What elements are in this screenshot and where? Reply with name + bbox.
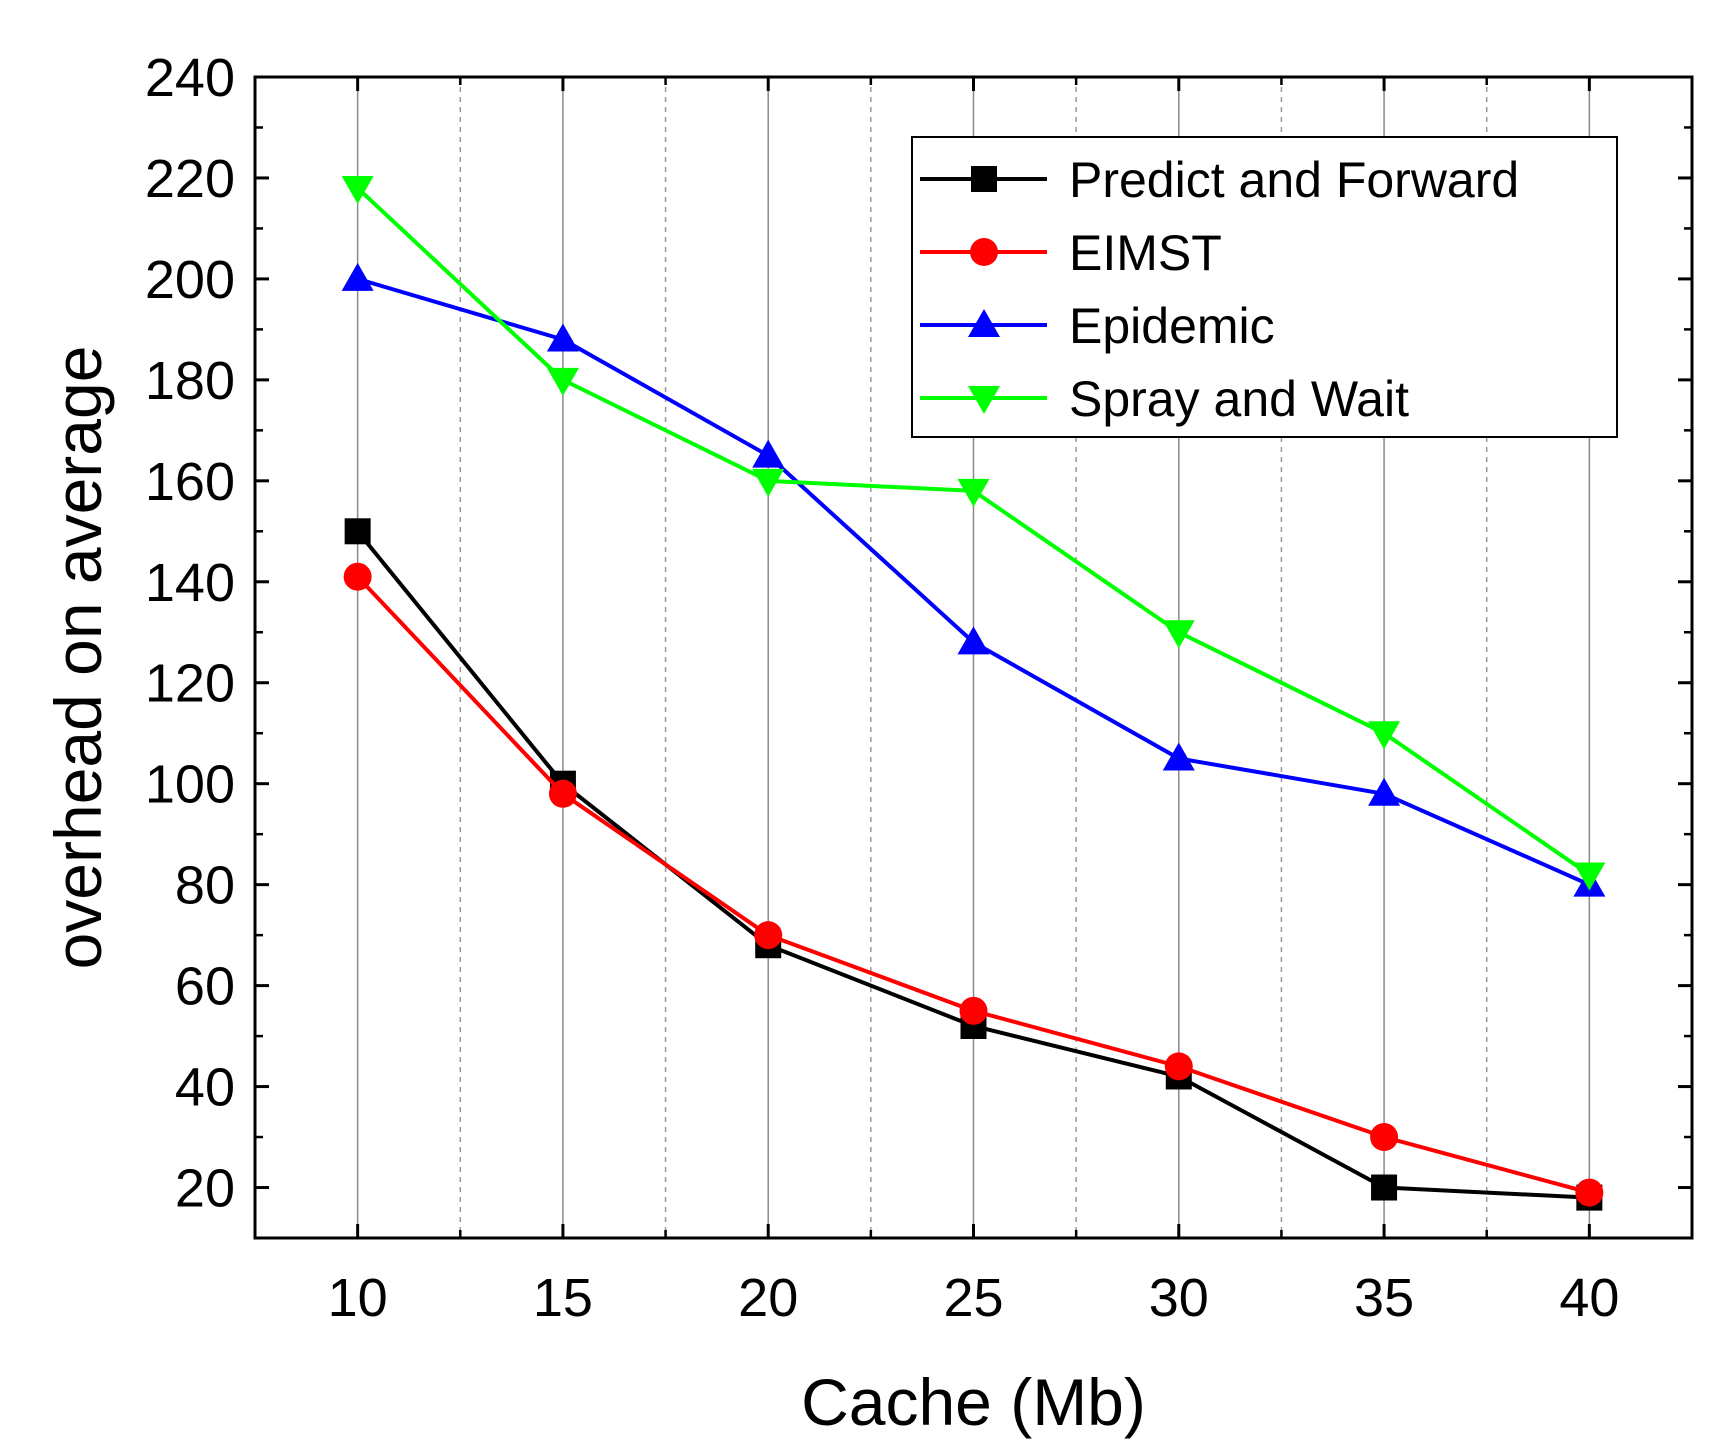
- legend-label: Epidemic: [1069, 298, 1275, 354]
- data-point: [546, 323, 579, 352]
- x-axis-title: Cache (Mb): [801, 1365, 1146, 1439]
- data-point: [1164, 1052, 1193, 1081]
- y-tick-label: 140: [145, 553, 235, 613]
- legend-label: Spray and Wait: [1069, 371, 1409, 427]
- data-point: [341, 262, 374, 291]
- legend-label: Predict and Forward: [1069, 152, 1519, 208]
- data-point: [1371, 1174, 1398, 1201]
- x-tick-label: 40: [1559, 1268, 1619, 1328]
- legend-item: EIMST: [920, 225, 1222, 281]
- legend-swatch-marker: [968, 386, 1000, 414]
- data-point: [341, 176, 374, 205]
- data-point: [957, 478, 990, 507]
- y-tick-label: 160: [145, 452, 235, 512]
- data-point: [957, 626, 990, 655]
- data-point: [546, 367, 579, 396]
- data-point: [1368, 777, 1401, 806]
- y-tick-label: 20: [175, 1159, 235, 1219]
- legend-item: Predict and Forward: [920, 152, 1519, 208]
- data-point: [343, 562, 372, 591]
- legend-swatch-marker: [971, 166, 997, 192]
- data-point: [344, 518, 371, 545]
- y-tick-label: 200: [145, 250, 235, 310]
- legend-label: EIMST: [1069, 225, 1222, 281]
- legend-swatch-marker: [970, 238, 998, 266]
- data-point: [1162, 620, 1195, 649]
- y-tick-label: 40: [175, 1058, 235, 1118]
- legend-item: Spray and Wait: [920, 371, 1409, 427]
- x-tick-label: 10: [328, 1268, 388, 1328]
- series-1: [343, 562, 1604, 1207]
- data-point: [548, 779, 577, 808]
- x-tick-label: 15: [533, 1268, 593, 1328]
- data-point: [959, 996, 988, 1025]
- data-point: [1573, 862, 1606, 891]
- data-point: [754, 921, 783, 950]
- axes: 20 40 60 80 100 120 140 160 180 200 220 240 10 15 20 25…: [145, 48, 1694, 1328]
- x-tick-label: 30: [1149, 1268, 1209, 1328]
- y-tick-label: 120: [145, 654, 235, 714]
- data-point: [1575, 1178, 1604, 1207]
- y-axis-title: overhead on average: [41, 346, 115, 970]
- y-tick-label: 240: [145, 48, 235, 108]
- legend: Predict and Forward EIMST Epidemic Spray an…: [911, 136, 1618, 438]
- y-tick-label: 80: [175, 856, 235, 916]
- data-point: [1370, 1123, 1399, 1152]
- y-tick-label: 100: [145, 755, 235, 815]
- y-tick-label: 220: [145, 149, 235, 209]
- x-tick-label: 25: [943, 1268, 1003, 1328]
- data-point: [1368, 721, 1401, 750]
- data-point: [752, 439, 785, 468]
- series-3: [341, 176, 1606, 891]
- legend-box: [911, 136, 1618, 438]
- data-point: [1162, 742, 1195, 771]
- y-tick-label: 60: [175, 957, 235, 1017]
- series-layer: [341, 176, 1606, 1211]
- legend-item: Epidemic: [920, 298, 1275, 354]
- data-point: [752, 468, 785, 497]
- y-tick-label: 180: [145, 351, 235, 411]
- x-tick-label: 20: [738, 1268, 798, 1328]
- legend-swatch-marker: [968, 309, 1000, 337]
- x-tick-label: 35: [1354, 1268, 1414, 1328]
